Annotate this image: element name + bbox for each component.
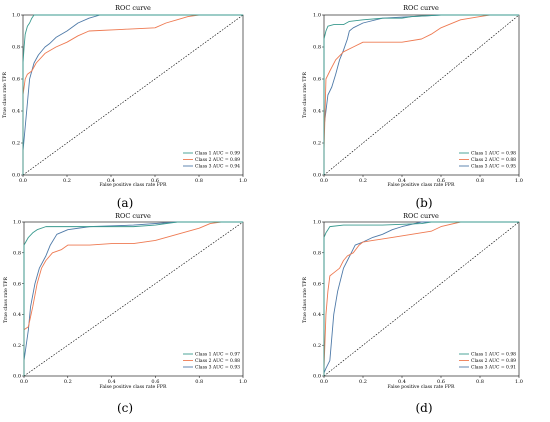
- legend-entry: Class 2 AUC = 0.88: [471, 157, 516, 163]
- y-tick-label: 0.8: [313, 45, 321, 51]
- y-tick-label: 0.6: [12, 77, 20, 83]
- y-tick-label: 0.4: [13, 312, 21, 318]
- legend-entry: Class 2 AUC = 0.88: [195, 358, 240, 364]
- legend-entry: Class 1 AUC = 0.99: [195, 151, 240, 157]
- x-tick-label: 1.0: [239, 379, 247, 385]
- chance-line: [323, 14, 520, 176]
- x-tick-label: 0.0: [320, 178, 328, 184]
- x-tick-label: 0.6: [151, 379, 159, 385]
- panel-a: ROC curve False positive class rate FPR …: [2, 4, 247, 210]
- panel-label: (d): [415, 401, 432, 415]
- roc-curve-class-3: [23, 221, 243, 376]
- x-tick-label: 0.8: [476, 178, 484, 184]
- chart-title: ROC curve: [403, 4, 439, 12]
- y-tick-label: 0.2: [313, 343, 321, 349]
- y-tick-label: 0.6: [13, 281, 21, 287]
- x-tick-label: 0.0: [19, 178, 27, 184]
- chance-line: [23, 221, 244, 377]
- x-tick-label: 1.0: [515, 379, 523, 385]
- roc-curve-class-2: [23, 221, 243, 376]
- x-tick-label: 0.0: [320, 379, 328, 385]
- legend-entry: Class 2 AUC = 0.89: [471, 358, 516, 364]
- panel-b: ROC curve False positive class rate FPR …: [302, 4, 523, 210]
- panel-c: ROC curve False positive class rate FPR …: [3, 212, 247, 415]
- x-tick-label: 1.0: [239, 178, 247, 184]
- legend-entry: Class 1 AUC = 0.98: [471, 151, 516, 157]
- x-tick-label: 0.6: [437, 379, 445, 385]
- y-tick-label: 0.0: [313, 374, 321, 380]
- chance-line: [22, 14, 244, 176]
- y-axis-label: True class rate TPR: [3, 277, 9, 323]
- y-tick-label: 0.8: [13, 251, 21, 257]
- legend-entry: Class 3 AUC = 0.95: [471, 164, 516, 170]
- x-axis-label: False positive class rate FPR: [388, 182, 455, 188]
- x-tick-label: 0.8: [195, 379, 203, 385]
- x-tick-label: 0.0: [20, 379, 28, 385]
- x-tick-label: 1.0: [515, 178, 523, 184]
- panel-d: ROC curve False positive class rate FPR …: [302, 212, 523, 415]
- roc-curve-class-1: [323, 221, 519, 376]
- legend-entry: Class 1 AUC = 0.97: [195, 352, 240, 358]
- y-axis-label: True class rate TPR: [2, 72, 8, 118]
- y-axis-label: True class rate TPR: [302, 72, 308, 118]
- y-tick-label: 0.2: [13, 343, 21, 349]
- y-tick-label: 0.6: [313, 77, 321, 83]
- chart-title: ROC curve: [115, 4, 151, 12]
- roc-curve-class-3: [323, 221, 519, 376]
- panel-label: (c): [117, 401, 133, 415]
- roc-curve-class-1: [23, 221, 243, 376]
- roc-curve-class-1: [22, 14, 243, 175]
- x-tick-label: 0.2: [359, 178, 367, 184]
- roc-curve-class-2: [323, 14, 519, 175]
- x-tick-label: 0.4: [398, 379, 406, 385]
- x-tick-label: 0.4: [108, 379, 116, 385]
- roc-curve-class-2: [22, 14, 243, 175]
- roc-curve-class-3: [22, 14, 243, 175]
- x-tick-label: 0.8: [476, 379, 484, 385]
- roc-curve-class-1: [323, 14, 519, 175]
- chart-title: ROC curve: [403, 212, 439, 220]
- x-axis-label: False positive class rate FPR: [100, 182, 167, 188]
- roc-curve-class-2: [323, 221, 519, 376]
- panel-label: (a): [117, 196, 134, 210]
- legend-entry: Class 3 AUC = 0.93: [195, 365, 240, 371]
- y-tick-label: 1.0: [13, 220, 21, 226]
- x-tick-label: 0.6: [151, 178, 159, 184]
- y-tick-label: 0.8: [313, 251, 321, 257]
- y-tick-label: 1.0: [313, 13, 321, 19]
- x-tick-label: 0.4: [107, 178, 115, 184]
- y-tick-label: 0.4: [313, 109, 321, 115]
- y-tick-label: 0.8: [12, 45, 20, 51]
- legend-entry: Class 2 AUC = 0.89: [195, 157, 240, 163]
- x-tick-label: 0.2: [359, 379, 367, 385]
- y-tick-label: 0.4: [12, 109, 20, 115]
- y-axis-label: True class rate TPR: [302, 277, 308, 323]
- y-tick-label: 0.0: [13, 374, 21, 380]
- y-tick-label: 0.0: [12, 173, 20, 179]
- legend-entry: Class 3 AUC = 0.94: [195, 164, 240, 170]
- x-tick-label: 0.4: [398, 178, 406, 184]
- y-tick-label: 1.0: [313, 220, 321, 226]
- x-axis-label: False positive class rate FPR: [388, 384, 455, 390]
- y-tick-label: 0.4: [313, 312, 321, 318]
- x-tick-label: 0.8: [195, 178, 203, 184]
- y-tick-label: 0.2: [12, 141, 20, 147]
- y-tick-label: 0.2: [313, 141, 321, 147]
- roc-curve-class-3: [323, 14, 519, 175]
- y-tick-label: 1.0: [12, 13, 20, 19]
- legend-entry: Class 1 AUC = 0.98: [471, 352, 516, 358]
- legend-entry: Class 3 AUC = 0.91: [471, 365, 516, 371]
- x-tick-label: 0.2: [64, 379, 72, 385]
- x-tick-label: 0.2: [63, 178, 71, 184]
- chance-line: [323, 221, 520, 377]
- x-axis-label: False positive class rate FPR: [100, 384, 167, 390]
- chart-title: ROC curve: [115, 212, 151, 220]
- y-tick-label: 0.6: [313, 281, 321, 287]
- panel-label: (b): [415, 196, 432, 210]
- x-tick-label: 0.6: [437, 178, 445, 184]
- y-tick-label: 0.0: [313, 173, 321, 179]
